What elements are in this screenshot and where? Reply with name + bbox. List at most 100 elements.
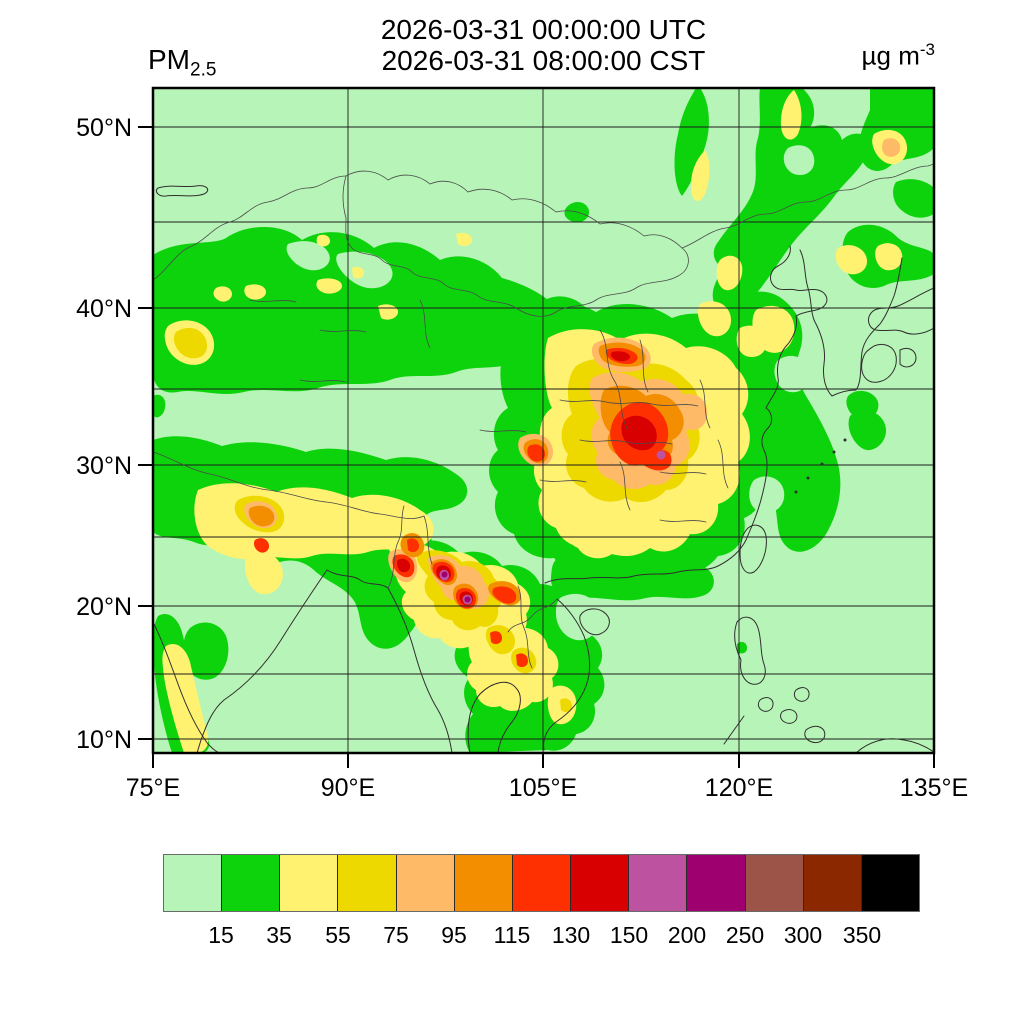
- coastline: [855, 738, 934, 753]
- island-dot: [806, 476, 810, 480]
- contour-blob: [153, 394, 166, 418]
- colorbar: [163, 854, 920, 912]
- coastline: [804, 725, 826, 743]
- contour-blob: [550, 549, 714, 601]
- contour-blob: [893, 179, 934, 218]
- contour-blob: [527, 444, 546, 462]
- coastline: [861, 343, 897, 383]
- border-line: [659, 471, 707, 475]
- border-line: [559, 399, 699, 407]
- colorbar-swatch: [512, 855, 572, 911]
- border-line: [319, 329, 367, 333]
- pale-gaps-overlay: [286, 145, 815, 641]
- contour-blob: [691, 150, 710, 201]
- units-label: µg m-3: [760, 40, 935, 72]
- contour-blob: [490, 631, 502, 645]
- axis-ticks: [138, 126, 935, 768]
- border-line: [387, 505, 405, 589]
- contour-blob: [173, 327, 208, 359]
- contour-blob: [244, 284, 266, 300]
- coastline: [467, 681, 521, 753]
- colorbar-swatch: [222, 855, 281, 911]
- border-line: [579, 439, 673, 445]
- colorbar-level-label: 350: [842, 922, 882, 948]
- contour-blob: [441, 571, 448, 578]
- border-line: [539, 479, 587, 483]
- border-line: [517, 585, 533, 669]
- colorbar-level-label: 250: [725, 922, 765, 948]
- title-line-cst: 2026-03-31 08:00:00 CST: [381, 45, 706, 76]
- contour-blob: [846, 390, 879, 421]
- colorbar-level-label: 200: [667, 922, 707, 948]
- colorbar-swatch: [396, 855, 455, 911]
- border-line: [659, 519, 707, 523]
- contour-blob: [835, 245, 868, 275]
- contour-blob: [183, 622, 229, 680]
- border-line: [507, 598, 558, 633]
- coastline: [155, 185, 209, 197]
- contour-blob: [286, 241, 330, 271]
- x-tick-label: 105°E: [509, 774, 577, 802]
- coastline: [868, 287, 934, 335]
- x-tick-label: 90°E: [321, 774, 375, 802]
- coastline: [780, 709, 798, 724]
- border-line: [619, 461, 631, 511]
- coastline: [899, 347, 917, 368]
- contour-blob: [749, 476, 785, 513]
- contour-blob: [712, 88, 872, 312]
- coastline: [387, 587, 453, 753]
- contour-blob: [882, 138, 901, 157]
- graticule: [153, 88, 934, 753]
- colorbar-level-label: 35: [266, 922, 292, 948]
- border-line: [419, 299, 431, 349]
- contour-blob: [153, 227, 575, 394]
- coastline: [745, 245, 828, 541]
- variable-label: PM2.5: [148, 44, 216, 82]
- contour-blob: [556, 593, 601, 641]
- x-tick-label: 75°E: [126, 774, 180, 802]
- contour-blob: [783, 145, 815, 176]
- contour-blob: [656, 450, 666, 460]
- y-tick-label: 30°N: [76, 452, 132, 480]
- coastline: [799, 249, 903, 397]
- x-tick-label: 135°E: [900, 774, 968, 802]
- map-plot-area: [153, 88, 934, 753]
- contour-blob: [316, 278, 342, 294]
- contour-blob: [244, 551, 283, 595]
- contour-blob: [560, 698, 572, 713]
- colorbar-level-label: 130: [551, 922, 591, 948]
- coastline: [543, 598, 591, 751]
- colorbar-swatch: [280, 855, 339, 911]
- border-line: [717, 439, 729, 489]
- contour-level-200-250: [441, 571, 471, 603]
- border-line: [153, 451, 425, 519]
- border-line: [342, 170, 689, 317]
- contour-blob: [456, 232, 472, 247]
- colorbar-swatch: [745, 855, 804, 911]
- units-superscript: -3: [919, 40, 935, 59]
- map-frame: [151, 86, 936, 755]
- border-line: [681, 163, 934, 249]
- colorbar-swatch: [803, 855, 862, 911]
- colorbar-level-label: 150: [609, 922, 649, 948]
- border-line: [479, 429, 527, 433]
- colorbar-level-label: 15: [208, 922, 234, 948]
- coastline: [196, 569, 328, 753]
- coastline: [739, 524, 767, 574]
- coastlines: [153, 185, 934, 753]
- contour-blob: [316, 234, 330, 247]
- coastline: [734, 616, 766, 685]
- contour-blob: [464, 596, 471, 603]
- border-line: [639, 339, 649, 393]
- colorbar-swatch: [164, 855, 223, 911]
- contour-blob: [621, 415, 657, 451]
- variable-subscript: 2.5: [190, 59, 217, 81]
- border-line: [299, 379, 347, 383]
- plot-title: 2026-03-31 00:00:00 UTC 2026-03-31 08:00…: [153, 14, 934, 76]
- colorbar-level-label: 75: [383, 922, 409, 948]
- contour-blob: [407, 538, 419, 553]
- y-tick-label: 20°N: [76, 593, 132, 621]
- contour-blob: [674, 88, 709, 196]
